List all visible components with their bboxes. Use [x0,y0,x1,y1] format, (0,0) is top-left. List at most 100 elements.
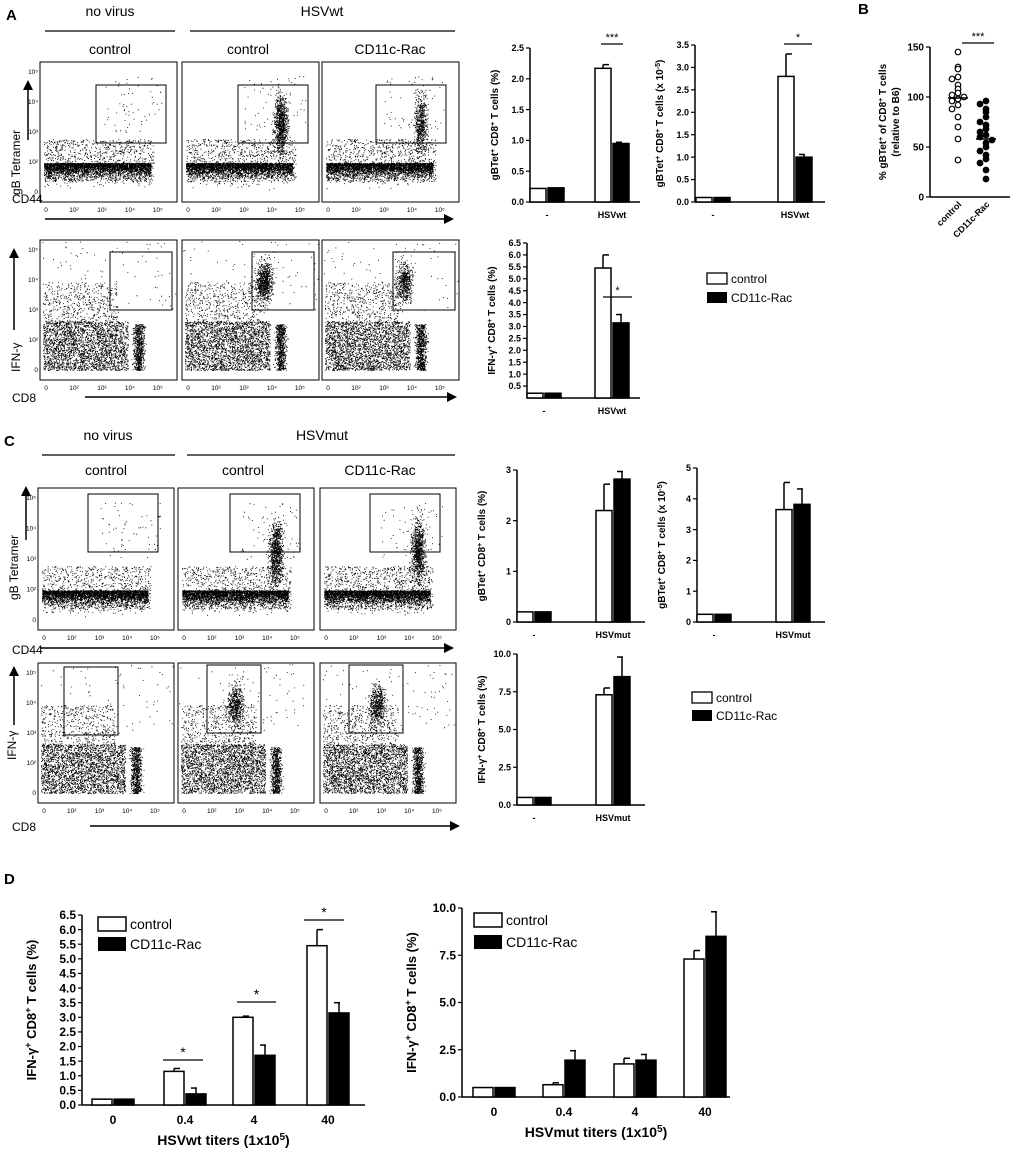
chart-D1-ytick-label: 4.0 [59,981,76,995]
chart-B-point-rac [982,155,990,163]
c-flow-bottom-1-ytick: 0 [32,790,36,797]
chart-D1-bar-rac [185,1093,207,1106]
chart-D1-bar-rac [254,1054,276,1106]
a-flow-bottom-3-xtick: 0 [326,385,330,392]
chart-D2-category-label: 0 [491,1105,498,1119]
chart-A3-sig-label: * [615,285,620,297]
c-flow-bottom-1-xtick: 10³ [95,808,105,815]
c-flow-plots: 0 10² 10³ 10⁴ 10⁵ 0 10² 10³ 10⁴ 10⁵ 0 10² 10³ 10⁴ 10⁵ 0… [26,487,457,815]
c-flow-top-1 [37,487,175,631]
chart-D2-bar-rac [705,935,727,1098]
a-gate-bottom-3 [392,251,456,311]
c-col2: control [222,462,264,478]
chart-D2-bar-rac [635,1059,657,1098]
chart-B-ylabel-line1: % gBTet+ of CD8+ T cells [878,63,890,180]
chart-A3-category-label: HSVwt [598,406,627,416]
chart-D1-ylabel: IFN-γ+ CD8+ T cells (%) [23,940,39,1081]
chart-D2-bar-rac [494,1086,516,1098]
chart-C1-category-label: HSVmut [595,630,630,640]
a-flow-top-2-xtick: 10⁴ [267,207,277,214]
c-flow-top-2-xtick: 0 [182,635,186,642]
c-flow-top-3-events [324,503,443,616]
c-top-xlabel: CD44 [12,643,43,657]
a-flow-top-3-events [326,76,445,190]
a-col3: CD11c-Rac [354,41,425,57]
a-flow-top-2-events [186,76,307,191]
chart-C2-bar-control [775,508,793,623]
c-gate-top-2 [229,493,301,553]
a-flow-top-1-xtick: 10⁴ [125,207,135,214]
a-col2: control [227,41,269,57]
c-flow-top-2-xtick: 10² [207,635,217,642]
c-flow-bottom-3-xtick: 10² [349,808,359,815]
chart-B-point-rac [976,147,984,155]
chart-A1-bar-control [594,67,612,203]
chart-B-point-rac [982,125,990,133]
chart-A1-category-label: HSVwt [598,210,627,220]
c-flow-top-2-xtick: 10³ [235,635,245,642]
chart-C1-bar-control [595,509,613,623]
a-flow-bottom-1-events [42,241,177,372]
a-flow-top-1-ytick: 0 [34,189,38,196]
c-bottom-ylabel: IFN-γ [5,731,19,760]
chart-B-ytick-label: 0 [918,193,924,204]
chart-B-point-control [954,89,962,97]
chart-B-point-control [954,135,962,143]
chart-A3-ytick-label: 3.0 [508,322,521,332]
c-flow-top-3-xtick: 10² [349,635,359,642]
chart-C3-bar-rac [613,675,631,806]
c-flow-bottom-3-xtick: 10³ [377,808,387,815]
a-col1: control [89,41,131,57]
chart-A3-bar-rac [544,392,562,399]
chart-B-ytick-label: 150 [907,43,924,54]
chart-B-point-control [960,93,968,101]
chart-C1-bar-rac [534,611,552,623]
c-flow-bottom-1-xtick: 10⁵ [150,808,160,815]
a-flow-bottom-3-events [324,242,459,372]
a-flow-bottom-1 [39,239,178,381]
chart-A3-ylabel: IFN-γ+ CD8+ T cells (%) [487,266,499,374]
chart-a3: 0.5 1.0 1.5 2.02.5 3.0 3.5 4.0 4.5 5.0 5.5 6.0 6.5 -… [487,238,640,416]
legend-c: control CD11c-Rac [691,691,777,723]
chart-C2-ytick-label: 3 [686,525,691,535]
chart-C2-ytick-label: 4 [686,494,691,504]
c-flow-top-2-xtick: 10⁴ [262,635,272,642]
chart-C1-ytick-label: 0 [506,617,511,627]
chart-A1-ylabel: gBTet+ CD8+ T cells (%) [490,70,502,181]
a-flow-bottom-3-xtick: 10³ [379,385,389,392]
panel-label-c: C [4,433,15,450]
chart-A3-ytick-label: 2.0 [508,345,521,355]
a-flow-top-3-xtick: 10⁴ [407,207,417,214]
c-flow-top-1-ytick: 10² [27,587,37,594]
a-flow-top-1-frame [39,61,178,203]
chart-B-point-control [954,156,962,164]
legend-c-control-swatch [691,691,713,704]
chart-D1-ytick-label: 1.0 [59,1069,76,1083]
chart-B-point-control [954,113,962,121]
legend-c-control-label: control [716,691,752,705]
chart-C2-ytick-label: 5 [686,463,691,473]
chart-C2-category-label: - [713,630,716,640]
chart-D1-ytick-label: 5.5 [59,937,76,951]
chart-D1-category-label: 0.4 [177,1113,194,1127]
chart-C3-bar-control [595,694,613,806]
chart-A1-ytick-label: 2.0 [511,74,524,84]
chart-D1-ytick-label: 6.5 [59,908,76,922]
panel-label-d: D [4,871,15,888]
chart-D1-category-label: 0 [110,1113,117,1127]
chart-A2-ytick-label: 0.0 [676,197,689,207]
chart-D2-category-label: 0.4 [556,1105,573,1119]
a-gate-top-1 [95,84,167,144]
chart-D2-ylabel: IFN-γ+ CD8+ T cells (%) [403,932,419,1073]
chart-D1-ytick-label: 2.0 [59,1040,76,1054]
c-flow-top-1-xtick: 10³ [95,635,105,642]
chart-A2-ytick-label: 3.5 [676,40,689,50]
chart-A2-bar-control [777,75,795,203]
chart-C3-ytick-label: 0.0 [498,800,511,810]
chart-C3-ytick-label: 2.5 [498,762,511,772]
a-flow-top-2-xtick: 0 [186,207,190,214]
a-gate-bottom-2 [251,251,315,311]
a-flow-bottom-1-ytick: 0 [34,367,38,374]
a-flow-bottom-2-xtick: 0 [186,385,190,392]
